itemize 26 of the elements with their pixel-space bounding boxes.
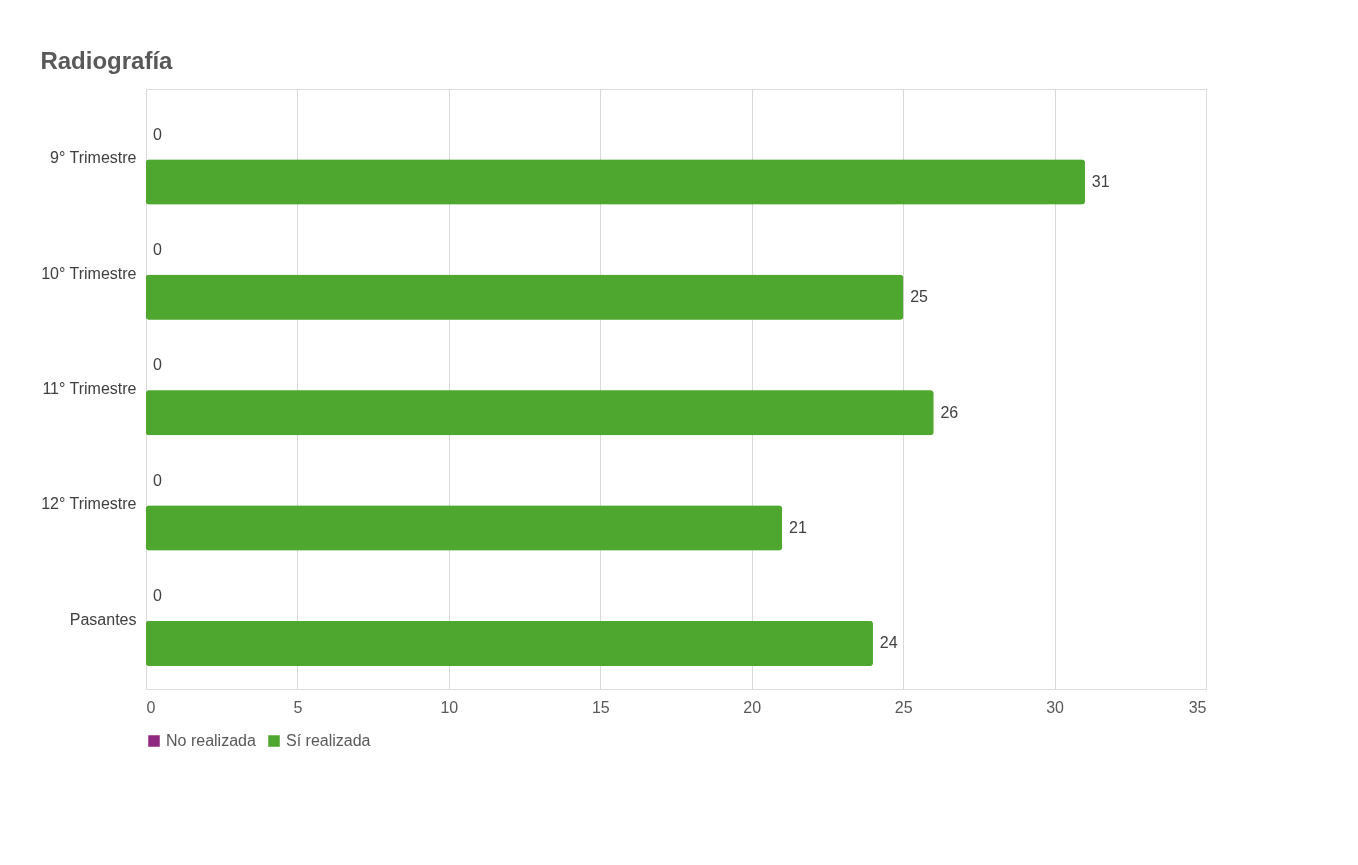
y-tick-label: 12° Trimestre bbox=[41, 495, 137, 513]
legend-label: Sí realizada bbox=[286, 732, 371, 749]
legend-label: No realizada bbox=[166, 732, 256, 749]
data-label: 0 bbox=[153, 471, 162, 489]
data-label: 25 bbox=[910, 288, 929, 306]
data-label: 26 bbox=[940, 403, 959, 421]
x-tick-label: 10 bbox=[440, 698, 459, 716]
x-tick-label: 25 bbox=[894, 698, 913, 716]
data-label: 31 bbox=[1091, 172, 1110, 190]
y-tick-label: 11° Trimestre bbox=[42, 380, 137, 397]
y-tick-label: 10° Trimestre bbox=[41, 264, 137, 282]
chart-title: Radiografía bbox=[40, 47, 174, 74]
data-label: 0 bbox=[153, 240, 162, 258]
x-tick-label: 35 bbox=[1188, 698, 1207, 716]
y-tick-label: Pasantes bbox=[69, 610, 137, 628]
x-tick-label: 15 bbox=[591, 698, 610, 716]
x-tick-label: 0 bbox=[146, 698, 156, 716]
x-tick-label: 5 bbox=[293, 698, 303, 716]
data-label: 0 bbox=[153, 356, 162, 374]
data-label: 24 bbox=[879, 634, 898, 652]
y-tick-label: 9° Trimestre bbox=[50, 149, 137, 167]
data-label: 0 bbox=[153, 125, 162, 143]
x-tick-label: 30 bbox=[1046, 698, 1065, 716]
data-label: 21 bbox=[789, 519, 807, 537]
x-tick-label: 20 bbox=[743, 698, 762, 716]
data-label: 0 bbox=[153, 587, 162, 605]
